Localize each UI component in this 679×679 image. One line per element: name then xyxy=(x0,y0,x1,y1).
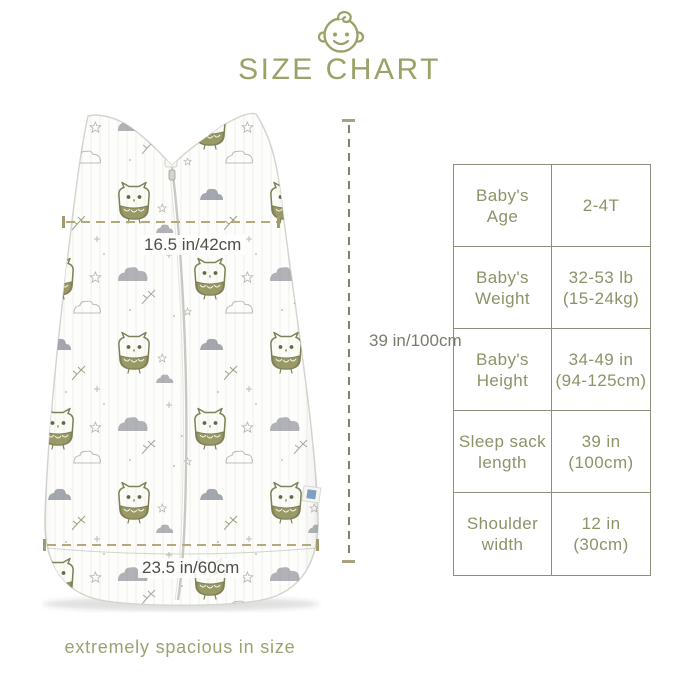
measure-cap xyxy=(316,539,319,551)
table-value-cell: 32-53 lb (15-24kg) xyxy=(562,267,640,308)
table-value-cell: 12 in (30cm) xyxy=(573,514,629,554)
brand-tag xyxy=(301,485,322,504)
table-value-cell: 34-49 in (94-125cm) xyxy=(555,349,647,390)
caption: extremely spacious in size xyxy=(64,637,296,657)
table-label-cell: Shoulder width xyxy=(454,493,552,575)
measure-cap xyxy=(342,119,355,122)
table-label-cell: Baby's Weight xyxy=(454,247,552,328)
length-measure-line xyxy=(348,125,350,558)
table-row: Baby's Weight 32-53 lb (15-24kg) xyxy=(454,247,650,329)
length-measure-label: 39 in/100cm xyxy=(369,331,462,350)
table-label-cell: Sleep sack length xyxy=(454,411,552,492)
table-row: Baby's Age 2-4T xyxy=(454,165,650,247)
chest-measure-label: 16.5 in/42cm xyxy=(140,235,246,255)
measure-cap xyxy=(62,216,65,228)
table-value-cell: 2-4T xyxy=(582,196,620,215)
chest-measure-line xyxy=(66,221,277,223)
table-label-cell: Baby's Height xyxy=(454,329,552,410)
table-row: Sleep sack length 39 in (100cm) xyxy=(454,411,650,493)
measure-cap xyxy=(342,560,355,563)
measure-cap xyxy=(277,216,280,228)
table-label-cell: Baby's Age xyxy=(454,165,552,246)
baby-face-icon xyxy=(317,11,365,53)
size-table: Baby's Age 2-4T Baby's Weight 32-53 lb (… xyxy=(453,164,651,576)
page-title: SIZE CHART xyxy=(238,53,441,86)
hem-measure-line xyxy=(47,544,316,546)
table-row: Shoulder width 12 in (30cm) xyxy=(454,493,650,575)
hem-measure-label: 23.5 in/60cm xyxy=(138,558,244,578)
sleep-sack-illustration xyxy=(43,112,322,611)
table-value-cell: 39 in (100cm) xyxy=(568,431,634,472)
measure-cap xyxy=(43,539,46,551)
table-row: Baby's Height 34-49 in (94-125cm) xyxy=(454,329,650,411)
